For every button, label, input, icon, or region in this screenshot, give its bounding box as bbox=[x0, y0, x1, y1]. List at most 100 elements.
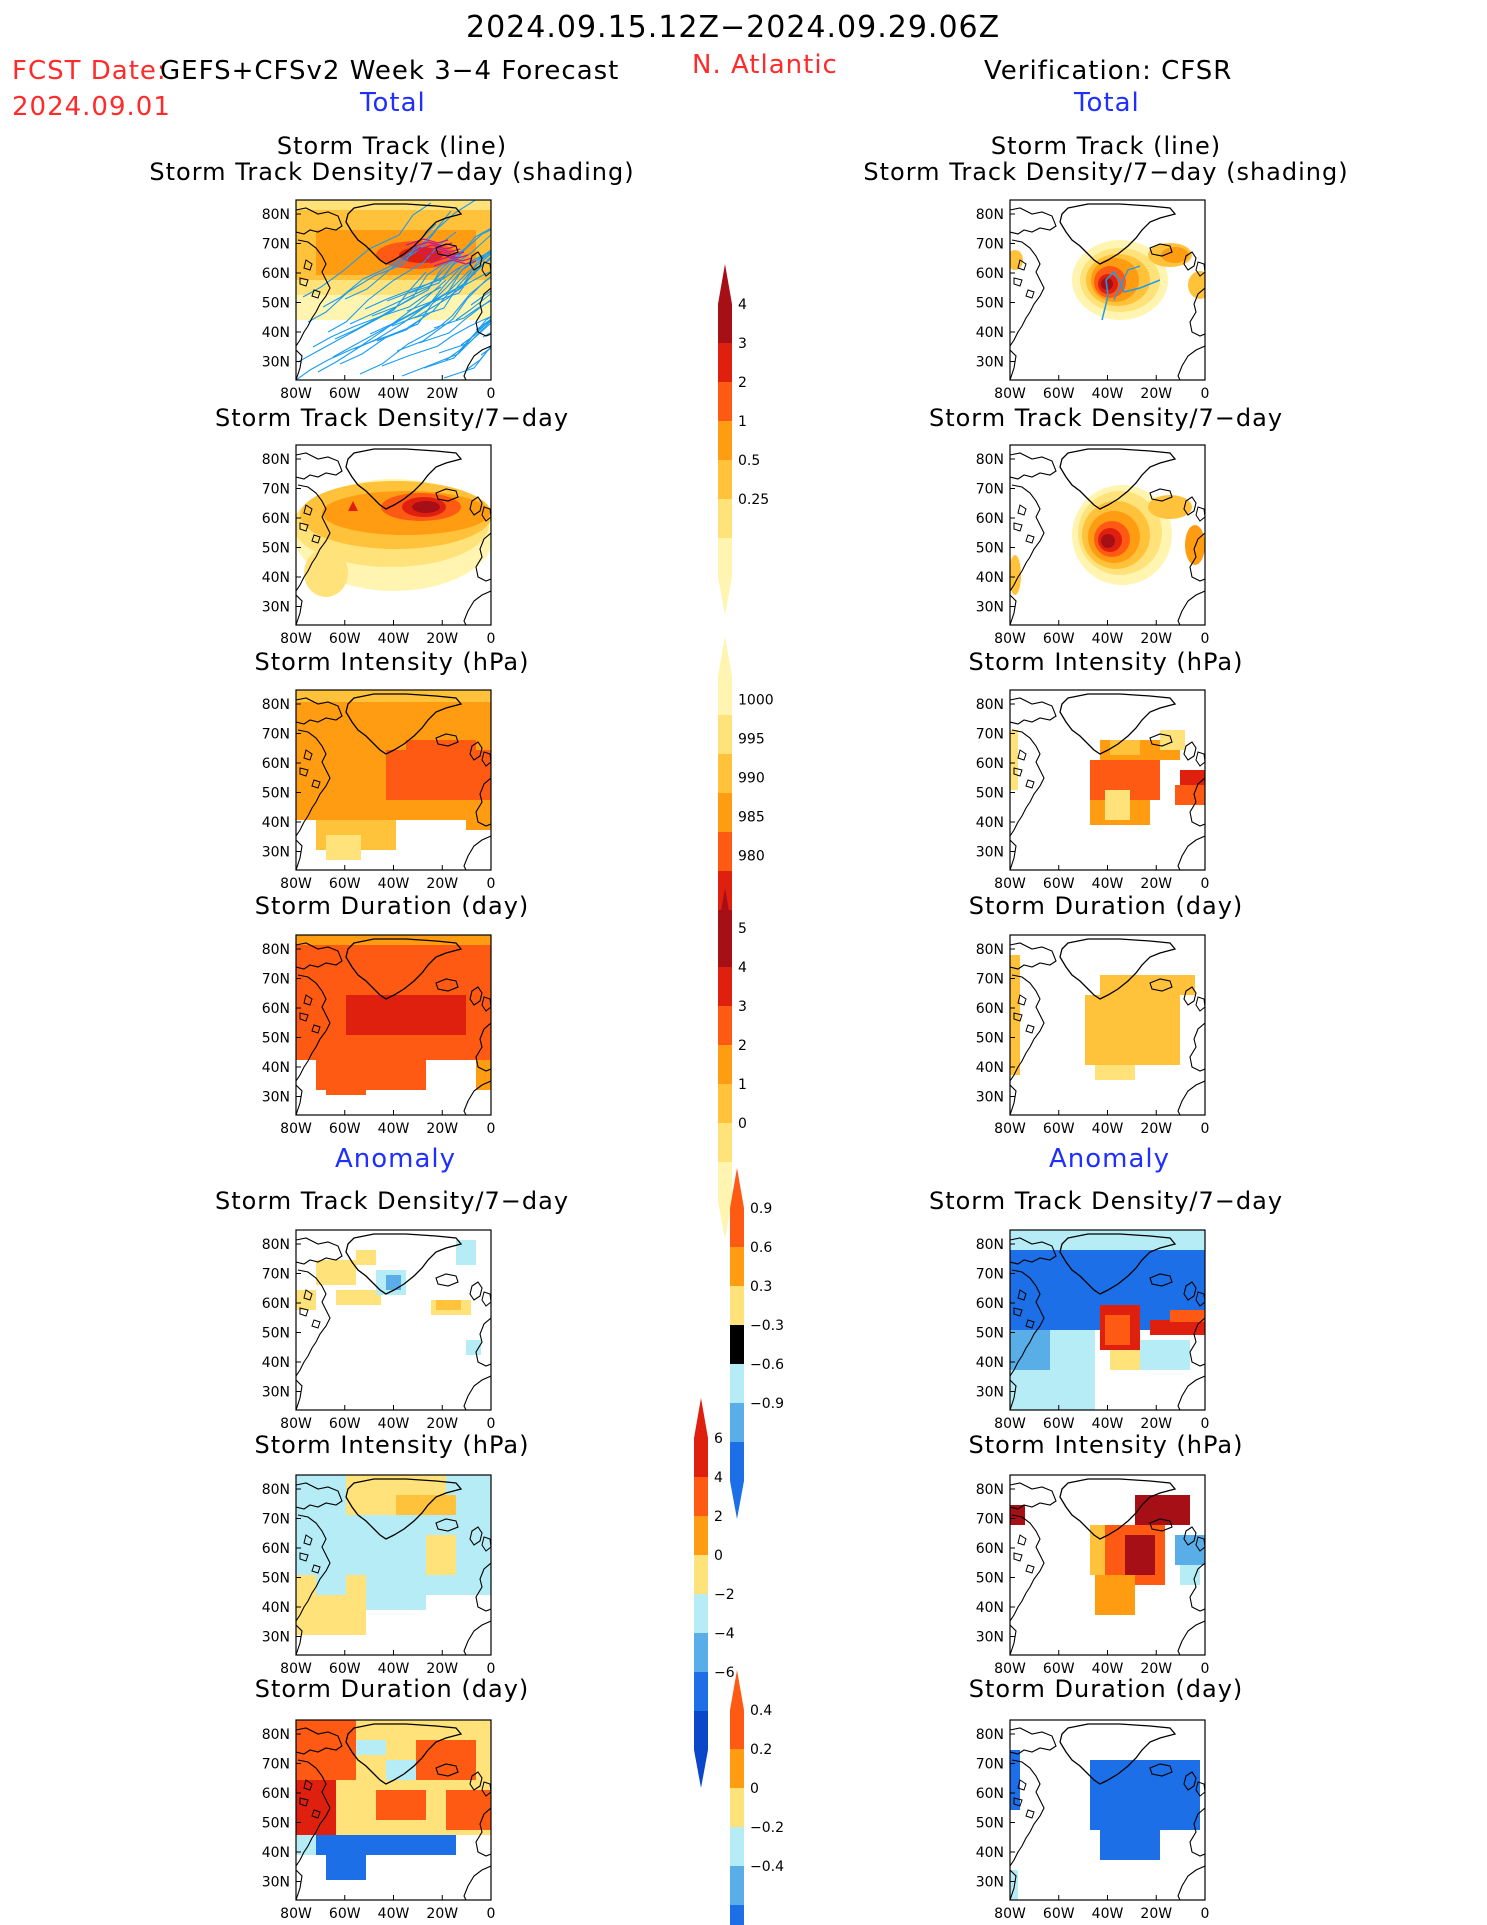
lon-tick-label: 60W bbox=[329, 1416, 361, 1432]
anomaly-label-right: Anomaly bbox=[1049, 1144, 1171, 1174]
lon-tick-label: 80W bbox=[280, 876, 312, 892]
lat-tick-label: 60N bbox=[976, 1296, 1004, 1312]
colorbar-label: 4 bbox=[714, 1470, 723, 1486]
lon-tick-label: 60W bbox=[1043, 1906, 1075, 1922]
lon-tick-label: 20W bbox=[426, 1121, 458, 1137]
colorbar-label: 990 bbox=[738, 770, 765, 786]
lat-tick-label: 70N bbox=[262, 1757, 290, 1773]
title-anom-intensity-right: Storm Intensity (hPa) bbox=[968, 1431, 1244, 1459]
lat-tick-label: 60N bbox=[262, 756, 290, 772]
lat-tick-label: 60N bbox=[262, 266, 290, 282]
lat-tick-label: 60N bbox=[976, 1786, 1004, 1802]
lat-tick-label: 70N bbox=[976, 1267, 1004, 1283]
lon-tick-label: 60W bbox=[329, 1906, 361, 1922]
lat-tick-label: 60N bbox=[976, 756, 1004, 772]
colorbar-label: 0.3 bbox=[750, 1279, 772, 1295]
anomaly-label-left: Anomaly bbox=[335, 1144, 457, 1174]
lon-tick-label: 0 bbox=[487, 386, 496, 402]
lat-tick-label: 70N bbox=[262, 972, 290, 988]
lat-tick-label: 80N bbox=[262, 452, 290, 468]
colorbar-density-total: 4 3 2 1 0.5 0.25 bbox=[718, 264, 769, 615]
lon-tick-label: 20W bbox=[426, 1661, 458, 1677]
lon-tick-label: 40W bbox=[378, 1121, 410, 1137]
title-density-right: Storm Track Density/7−day bbox=[928, 404, 1284, 432]
lat-tick-label: 60N bbox=[262, 1786, 290, 1802]
lon-tick-label: 80W bbox=[280, 631, 312, 647]
lon-tick-label: 60W bbox=[329, 631, 361, 647]
lat-tick-label: 40N bbox=[262, 1600, 290, 1616]
title-track-line-right: Storm Track (line) bbox=[990, 132, 1222, 160]
lat-tick-label: 80N bbox=[976, 207, 1004, 223]
lon-tick-label: 20W bbox=[1140, 876, 1172, 892]
lon-tick-label: 60W bbox=[1043, 386, 1075, 402]
lon-tick-label: 20W bbox=[426, 876, 458, 892]
colorbar-label: −0.4 bbox=[750, 1859, 784, 1875]
lon-tick-label: 20W bbox=[1140, 386, 1172, 402]
map-fc-total-duration: 80N 70N 60N 50N 40N 30N 80W 60W 40W 20W 0 bbox=[262, 934, 495, 1137]
lon-tick-label: 40W bbox=[1092, 876, 1124, 892]
map-vf-anom-density: 80N 70N 60N 50N 40N 30N 80W 60W 40W 20W 0 bbox=[976, 1229, 1209, 1432]
title-anom-density-right: Storm Track Density/7−day bbox=[928, 1187, 1284, 1215]
lat-tick-label: 60N bbox=[262, 1296, 290, 1312]
lon-tick-label: 60W bbox=[1043, 1661, 1075, 1677]
lat-tick-label: 50N bbox=[976, 1571, 1004, 1587]
lat-tick-label: 60N bbox=[262, 1001, 290, 1017]
lon-tick-label: 0 bbox=[487, 631, 496, 647]
lat-tick-label: 50N bbox=[262, 1816, 290, 1832]
lon-tick-label: 40W bbox=[378, 876, 410, 892]
colorbar-label: 1000 bbox=[738, 692, 774, 708]
lat-tick-label: 80N bbox=[262, 942, 290, 958]
colorbar-label: −0.6 bbox=[750, 1357, 784, 1373]
colorbar-label: 2 bbox=[714, 1509, 723, 1525]
lat-tick-label: 70N bbox=[976, 972, 1004, 988]
fcst-date-label: FCST Date: bbox=[12, 56, 167, 86]
colorbar-density-anom: 0.9 0.6 0.3 −0.3 −0.6 −0.9 bbox=[730, 1168, 784, 1519]
verification-title: Verification: CFSR bbox=[984, 56, 1233, 86]
colorbar-label: 6 bbox=[714, 1431, 723, 1447]
lon-tick-label: 0 bbox=[1201, 1906, 1210, 1922]
lon-tick-label: 40W bbox=[378, 1661, 410, 1677]
lat-tick-label: 40N bbox=[262, 1060, 290, 1076]
lat-tick-label: 30N bbox=[976, 1090, 1004, 1106]
colorbar-label: 4 bbox=[738, 297, 747, 313]
colorbar-label: −0.3 bbox=[750, 1318, 784, 1334]
lat-tick-label: 70N bbox=[976, 1757, 1004, 1773]
lat-tick-label: 50N bbox=[262, 786, 290, 802]
lat-tick-label: 80N bbox=[976, 697, 1004, 713]
lon-tick-label: 60W bbox=[1043, 1121, 1075, 1137]
lat-tick-label: 30N bbox=[262, 845, 290, 861]
colorbar-label: 3 bbox=[738, 999, 747, 1015]
title-duration-right: Storm Duration (day) bbox=[968, 892, 1244, 920]
lon-tick-label: 80W bbox=[280, 386, 312, 402]
lat-tick-label: 50N bbox=[976, 1816, 1004, 1832]
lat-tick-label: 80N bbox=[976, 1237, 1004, 1253]
colorbar-label: 2 bbox=[738, 1038, 747, 1054]
lat-tick-label: 40N bbox=[976, 570, 1004, 586]
title-intensity-right: Storm Intensity (hPa) bbox=[968, 648, 1244, 676]
lat-tick-label: 80N bbox=[976, 452, 1004, 468]
title-density-left: Storm Track Density/7−day bbox=[214, 404, 570, 432]
map-fc-total-track: 80N 70N 60N 50N 40N 30N 80W 60W 40W 20W 0 bbox=[262, 199, 496, 402]
lat-tick-label: 30N bbox=[976, 845, 1004, 861]
colorbar-label: −4 bbox=[714, 1626, 735, 1642]
title-anom-density-left: Storm Track Density/7−day bbox=[214, 1187, 570, 1215]
lat-tick-label: 30N bbox=[976, 355, 1004, 371]
lat-tick-label: 70N bbox=[262, 237, 290, 253]
lon-tick-label: 20W bbox=[1140, 1906, 1172, 1922]
lon-tick-label: 40W bbox=[1092, 1661, 1124, 1677]
model-title: GEFS+CFSv2 Week 3−4 Forecast bbox=[160, 56, 620, 86]
lat-tick-label: 70N bbox=[262, 1512, 290, 1528]
lat-tick-label: 60N bbox=[976, 511, 1004, 527]
map-fc-anom-intensity: 80N 70N 60N 50N 40N 30N 80W 60W 40W 20W 0 bbox=[262, 1474, 495, 1677]
colorbar-label: 0 bbox=[750, 1781, 759, 1797]
lon-tick-label: 40W bbox=[378, 631, 410, 647]
colorbar-label: −0.2 bbox=[750, 1820, 784, 1836]
lat-tick-label: 30N bbox=[262, 600, 290, 616]
lon-tick-label: 40W bbox=[378, 1416, 410, 1432]
period-title: 2024.09.15.12Z−2024.09.29.06Z bbox=[466, 10, 1001, 45]
colorbar-label: 0.5 bbox=[738, 453, 760, 469]
lat-tick-label: 80N bbox=[262, 1482, 290, 1498]
title-track-shading-left: Storm Track Density/7−day (shading) bbox=[149, 158, 635, 186]
lat-tick-label: 60N bbox=[976, 1541, 1004, 1557]
